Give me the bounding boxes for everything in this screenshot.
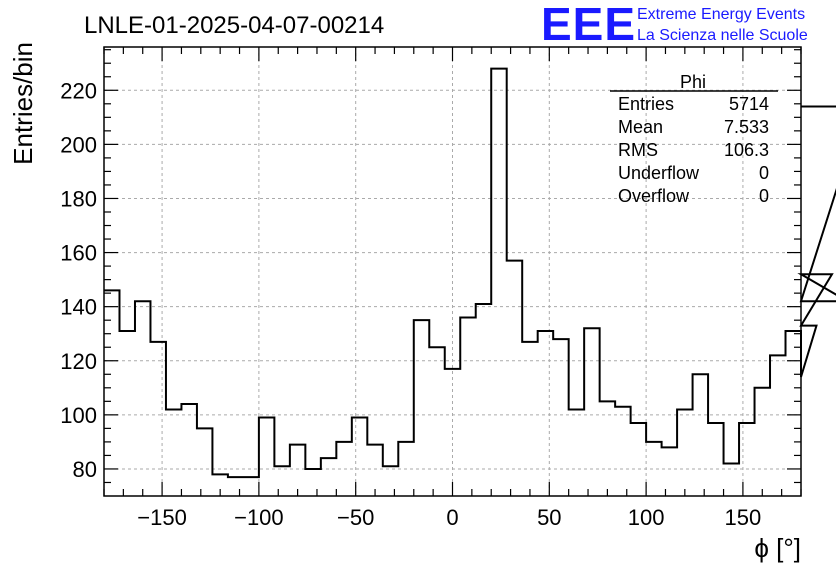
stats-value: 0 [759, 163, 769, 183]
histogram-bin [305, 469, 320, 496]
histogram-bin [476, 304, 491, 496]
histogram-bin [135, 301, 150, 496]
histogram-bin [383, 466, 398, 496]
x-tick-label: −100 [234, 505, 284, 530]
histogram-bin [569, 409, 584, 496]
histogram-bin [646, 442, 661, 496]
histogram-bin [150, 342, 165, 496]
histogram-bin [755, 388, 770, 496]
stats-value: 5714 [729, 94, 769, 114]
histogram-bin [429, 347, 444, 496]
histogram-bin [321, 458, 336, 496]
histogram-bin [119, 331, 134, 496]
histogram-bin [197, 428, 212, 496]
y-tick-label: 200 [60, 132, 97, 157]
histogram-bin [460, 317, 475, 496]
histogram-bin [274, 466, 289, 496]
histogram-bin [770, 355, 785, 496]
stats-value: 7.533 [724, 117, 769, 137]
y-tick-label: 80 [73, 457, 97, 482]
y-tick-label: 140 [60, 295, 97, 320]
x-tick-label: 100 [628, 505, 665, 530]
histogram-bin [181, 404, 196, 496]
histogram-bin [600, 401, 615, 496]
histogram-bin [259, 418, 274, 496]
y-tick-labels: 80 100 120 140 160 180 200 220 [60, 78, 97, 482]
histogram-bin [584, 328, 599, 496]
histogram-bin [290, 445, 305, 496]
y-tick-label: 120 [60, 349, 97, 374]
logo-line-1: Extreme Energy Events [637, 6, 805, 23]
y-tick-label: 160 [60, 241, 97, 266]
y-tick-label: 100 [60, 403, 97, 428]
y-tick-label: 220 [60, 78, 97, 103]
grid [104, 47, 801, 496]
logo-line-2: La Scienza nelle Scuole [637, 27, 808, 44]
histogram-bin [166, 409, 181, 496]
plot-frame [103, 46, 802, 497]
x-tick-label: 0 [446, 505, 458, 530]
stats-label: Entries [618, 94, 674, 114]
eee-logo: EEE Extreme Energy Events La Scienza nel… [541, 0, 808, 50]
histogram-bin [522, 342, 537, 496]
stats-label: Overflow [618, 186, 690, 206]
histogram-bin [693, 374, 708, 496]
histogram-bin [507, 261, 522, 496]
chart-title: LNLE-01-2025-04-07-00214 [84, 12, 384, 39]
histogram-bin [491, 69, 506, 496]
x-tick-label: 50 [537, 505, 561, 530]
stats-value: 106.3 [724, 140, 769, 160]
stats-box: Phi Entries 5714 Mean 7.533 RMS 106.3 Underflo… [610, 72, 778, 206]
histogram-bin [228, 477, 243, 496]
stats-label: RMS [618, 140, 658, 160]
x-tick-labels: −150 −100 −50 0 50 100 150 [137, 505, 761, 530]
histogram-bin [538, 331, 553, 496]
histogram-outline [104, 67, 836, 479]
histogram-bin [615, 407, 630, 496]
x-axis-label: ϕ [°] [754, 533, 801, 563]
histogram-bin [662, 447, 677, 496]
x-tick-label: −50 [337, 505, 374, 530]
histogram-bin [553, 339, 568, 496]
histogram-bin [367, 445, 382, 496]
histogram-bin [104, 290, 119, 496]
histogram-bin [677, 409, 692, 496]
stats-title: Phi [680, 72, 706, 92]
histogram-bin [414, 320, 429, 496]
x-tick-label: −150 [137, 505, 187, 530]
histogram-bin [724, 464, 739, 496]
histogram-bin [786, 331, 801, 496]
histogram-bin [708, 423, 723, 496]
y-tick-label: 180 [60, 186, 97, 211]
y-axis-label: Entries/bin [8, 42, 38, 165]
stats-rows: Entries 5714 Mean 7.533 RMS 106.3 Underflow 0 Ov… [618, 94, 769, 206]
histogram-bin [631, 423, 646, 496]
histogram-bin [243, 477, 258, 496]
x-tick-label: 150 [725, 505, 762, 530]
histogram-bin [739, 423, 754, 496]
stats-label: Underflow [618, 163, 700, 183]
stats-label: Mean [618, 117, 663, 137]
logo-text: EEE [541, 0, 636, 50]
stats-value: 0 [759, 186, 769, 206]
histogram-bin [352, 418, 367, 496]
axis-ticks [103, 47, 802, 496]
